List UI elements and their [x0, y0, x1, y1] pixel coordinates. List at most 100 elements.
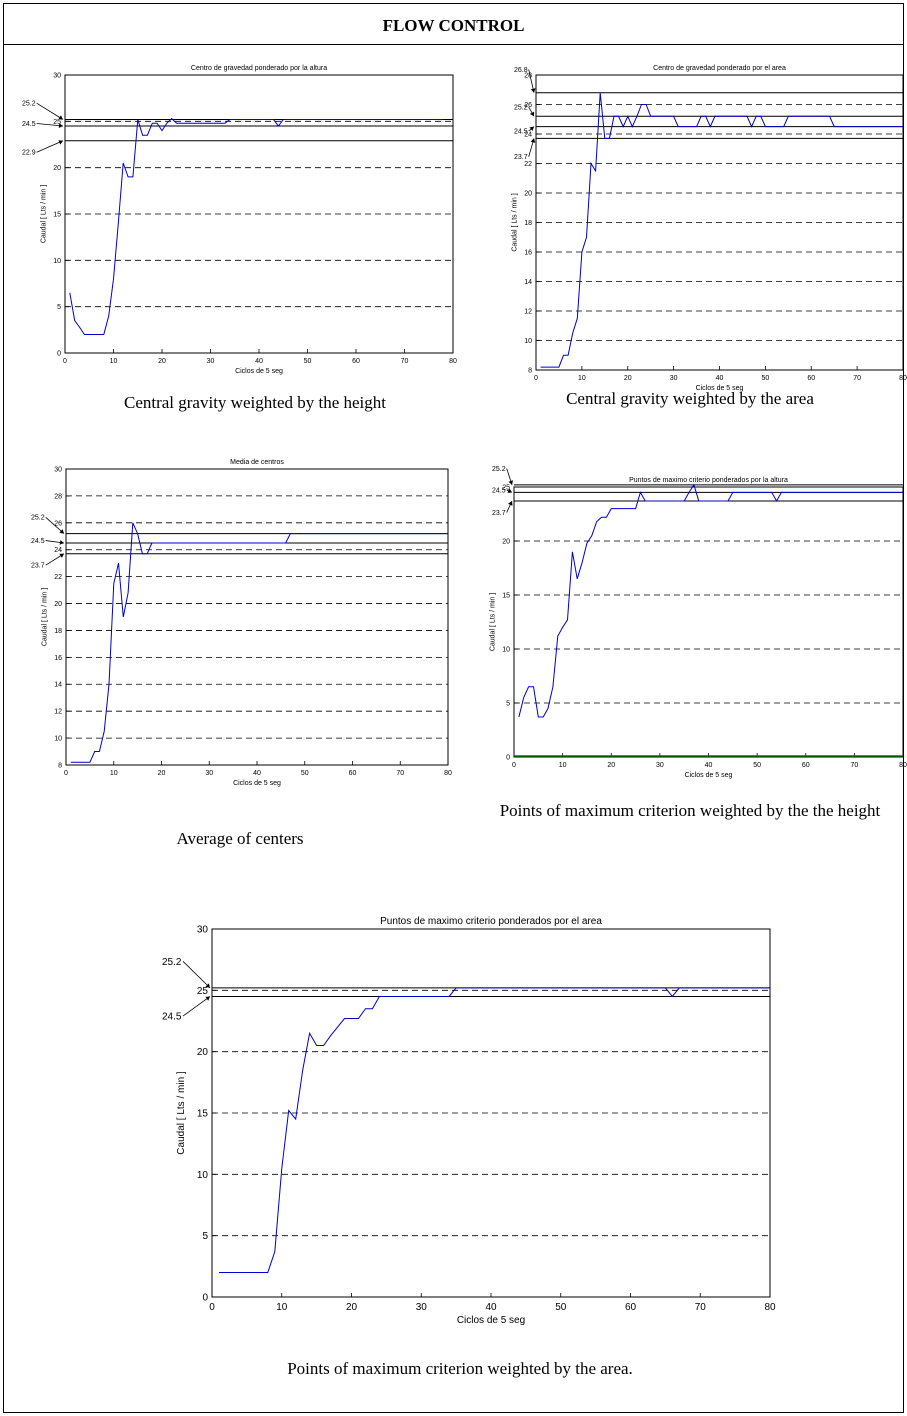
reference-arrowhead	[529, 126, 534, 131]
x-tick-label: 40	[705, 762, 713, 769]
x-tick-label: 30	[670, 375, 678, 382]
series-line	[219, 987, 770, 1273]
y-tick-label: 15	[53, 211, 61, 218]
x-tick-label: 50	[301, 770, 309, 777]
y-tick-label: 5	[57, 304, 61, 311]
y-tick-label: 5	[202, 1231, 208, 1242]
y-tick-label: 22	[524, 161, 532, 168]
x-tick-label: 30	[205, 770, 213, 777]
x-tick-label: 80	[899, 762, 907, 769]
reference-label: 24.5	[22, 121, 36, 128]
series-line	[518, 483, 903, 718]
x-axis-label: Ciclos de 5 seg	[457, 1315, 525, 1326]
x-tick-label: 70	[396, 770, 404, 777]
x-tick-label: 30	[656, 762, 664, 769]
y-tick-label: 10	[54, 736, 62, 743]
header-divider	[3, 44, 904, 45]
x-tick-label: 10	[276, 1302, 288, 1313]
x-tick-label: 70	[695, 1302, 707, 1313]
caption-2: Central gravity weighted by the area	[566, 389, 814, 408]
page-title: FLOW CONTROL	[382, 16, 525, 35]
y-tick-label: 0	[506, 754, 510, 761]
x-tick-label: 40	[255, 358, 263, 365]
reference-arrowhead	[508, 480, 513, 485]
x-tick-label: 40	[485, 1302, 497, 1313]
y-tick-label: 12	[54, 709, 62, 716]
x-tick-label: 20	[624, 375, 632, 382]
y-tick-label: 14	[524, 279, 532, 286]
x-axis-label: Ciclos de 5 seg	[685, 772, 733, 779]
x-tick-label: 10	[110, 770, 118, 777]
x-tick-label: 20	[607, 762, 615, 769]
y-tick-label: 18	[54, 628, 62, 635]
x-tick-label: 80	[449, 358, 457, 365]
reference-arrowhead	[507, 488, 512, 493]
reference-arrow	[36, 123, 64, 127]
y-tick-label: 24	[524, 131, 532, 138]
y-tick-label: 14	[54, 682, 62, 689]
y-tick-label: 28	[524, 72, 532, 79]
reference-arrowhead	[58, 140, 63, 145]
reference-arrowhead	[530, 138, 536, 143]
y-tick-label: 20	[197, 1047, 209, 1058]
y-tick-label: 30	[54, 466, 62, 473]
reference-arrowhead	[59, 529, 64, 534]
caption-3: Average of centers	[176, 829, 304, 848]
chart-title: Puntos de maximo criterio ponderados por…	[629, 477, 788, 484]
x-axis-label: Ciclos de 5 seg	[233, 780, 281, 787]
y-axis-label: Caudal [ Lts / min ]	[489, 593, 496, 651]
x-tick-label: 30	[207, 358, 215, 365]
reference-label: 24.5	[514, 129, 528, 136]
chart-title: Puntos de maximo criterio ponderados por…	[380, 916, 602, 927]
x-tick-label: 70	[850, 762, 858, 769]
y-tick-label: 0	[202, 1293, 208, 1304]
reference-label: 24.5	[492, 487, 506, 494]
x-tick-label: 70	[401, 358, 409, 365]
reference-arrow	[182, 996, 211, 1017]
y-tick-label: 20	[53, 165, 61, 172]
y-tick-label: 20	[502, 538, 510, 545]
y-tick-label: 12	[524, 308, 532, 315]
y-tick-label: 20	[524, 190, 532, 197]
x-tick-label: 50	[304, 358, 312, 365]
y-axis-label: Caudal [ Lts / min ]	[511, 193, 518, 251]
y-tick-label: 16	[524, 249, 532, 256]
y-tick-label: 16	[54, 655, 62, 662]
x-tick-label: 0	[512, 762, 516, 769]
x-tick-label: 20	[158, 358, 166, 365]
y-tick-label: 10	[53, 258, 61, 265]
x-tick-label: 60	[352, 358, 360, 365]
x-tick-label: 50	[753, 762, 761, 769]
reference-arrowhead	[59, 553, 64, 558]
y-tick-label: 25	[502, 484, 510, 491]
y-axis-label: Caudal [ Lts / min ]	[176, 1071, 187, 1155]
reference-arrowhead	[59, 540, 64, 545]
x-tick-label: 70	[853, 375, 861, 382]
x-tick-label: 20	[346, 1302, 358, 1313]
y-tick-label: 20	[54, 601, 62, 608]
series-line	[70, 522, 448, 763]
x-tick-label: 10	[559, 762, 567, 769]
reference-arrow	[182, 960, 211, 989]
x-tick-label: 50	[761, 375, 769, 382]
y-tick-label: 22	[54, 574, 62, 581]
series-line	[69, 117, 444, 335]
reference-label: 25.2	[162, 957, 182, 968]
x-tick-label: 80	[899, 375, 907, 382]
x-tick-label: 80	[444, 770, 452, 777]
reference-arrow	[45, 516, 65, 534]
y-tick-label: 28	[54, 493, 62, 500]
reference-arrowhead	[205, 983, 210, 988]
y-tick-label: 10	[197, 1170, 209, 1181]
y-axis-label: Caudal [ Lts / min ]	[41, 588, 48, 646]
reference-label: 22.9	[22, 150, 36, 157]
x-tick-label: 60	[625, 1302, 637, 1313]
x-tick-label: 10	[110, 358, 118, 365]
caption-5: Points of maximum criterion weighted by …	[287, 1359, 633, 1378]
x-tick-label: 40	[716, 375, 724, 382]
reference-label: 24.5	[162, 1012, 182, 1023]
x-tick-label: 60	[802, 762, 810, 769]
